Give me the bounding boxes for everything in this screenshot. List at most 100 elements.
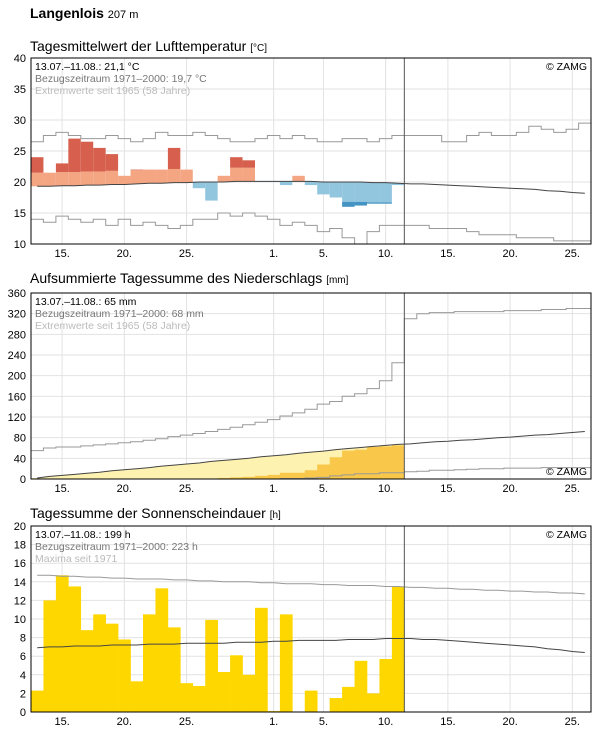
temperature-bar-strong [242,160,255,168]
sunshine-unit: [h] [269,510,281,521]
temperature-bar-light [217,175,231,182]
temperature-bar-light [329,182,343,198]
temperature-bar-strong [130,169,143,171]
x-tick-label: 25. [565,483,580,495]
temperature-bar-light [68,172,81,186]
y-tick-label: 20 [14,177,26,189]
temperature-bar-strong [167,147,181,169]
temperature-bar-strong [367,202,380,204]
x-tick-label: 10. [378,716,393,728]
x-tick-label: 10. [378,483,393,495]
temperature-bar-strong [55,163,69,173]
reference-mean-line [37,180,585,194]
temperature-chart-title: Tagesmittelwert der Lufttemperatur [°C] [30,38,267,54]
y-tick-label: 160 [8,391,26,403]
temperature-bar-light [205,182,218,201]
x-tick-label: 20. [117,248,132,260]
extreme-min-line [31,212,591,244]
temperature-bar-strong [80,141,94,172]
maxima-line [37,574,585,595]
x-tick-label: 10. [378,248,393,260]
x-tick-label: 20. [502,483,517,495]
sunshine-bar [354,660,368,712]
sunshine-bar [367,693,380,712]
temperature-bar-light [342,182,355,202]
x-tick-label: 15. [54,716,69,728]
sunshine-bar [279,614,293,712]
info-line-2: Extremwerte seit 1965 (58 Jahre) [35,85,190,97]
temperature-bar-light [304,181,318,186]
y-tick-label: 18 [14,540,26,552]
y-tick-label: 200 [8,371,26,383]
temperature-bar-light [105,170,119,185]
sunshine-bar [93,614,106,712]
sunshine-bar [31,690,44,712]
plot-frame [30,292,592,480]
x-tick-label: 15. [54,483,69,495]
sunshine-bar [304,690,318,712]
observed-area [31,445,405,479]
reference-cumulative-line [37,431,585,479]
x-tick-label: 20. [502,716,517,728]
x-tick-label: 5. [319,716,328,728]
y-tick-label: 35 [14,84,26,96]
precipitation-title-text: Aufsummierte Tagessumme des Niederschlag… [30,270,323,286]
extreme-min-line [31,467,591,479]
temperature-bar-light [367,182,380,203]
x-tick-label: 25. [179,483,194,495]
x-tick-label: 25. [565,716,580,728]
temperature-bar-light [55,172,69,186]
plot-area [31,122,591,244]
sunshine-bar [80,630,94,712]
sunshine-bar [192,685,206,712]
x-tick-label: 1. [269,716,278,728]
y-tick-label: 16 [14,558,26,570]
y-tick-label: 12 [14,595,26,607]
y-tick-label: 30 [14,115,26,127]
y-tick-label: 10 [14,239,26,251]
sunshine-bar [217,672,231,712]
y-tick-label: 15 [14,208,26,220]
y-tick-label: 360 [8,288,26,300]
info-line-2: Maxima seit 1971 [35,553,117,565]
temperature-title-text: Tagesmittelwert der Lufttemperatur [30,38,247,54]
copyright-label: © ZAMG [546,529,587,541]
temperature-bar-light [167,168,181,183]
sunshine-bar [329,698,343,712]
info-line-0: 13.07.–11.08.: 21,1 °C [35,61,140,73]
sunshine-bar [255,607,268,712]
x-tick-label: 20. [502,248,517,260]
temperature-bar-light [292,175,305,182]
y-tick-label: 40 [14,453,26,465]
x-tick-label: 15. [440,248,455,260]
x-tick-label: 20. [117,483,132,495]
y-tick-label: 6 [20,651,26,663]
temperature-bar-light [242,167,255,182]
temperature-bar-light [143,169,156,184]
sunshine-bar [205,619,218,712]
temperature-bar-light [31,172,44,187]
x-tick-label: 5. [319,248,328,260]
sunshine-bar [118,639,131,712]
temperature-bar-light [192,182,206,189]
temperature-bar-light [230,167,243,182]
info-line-0: 13.07.–11.08.: 199 h [35,529,131,541]
station-name: Langenlois [30,5,104,21]
sunshine-bar [230,655,243,712]
temperature-bar-light [354,182,367,202]
station-elevation: 207 m [107,9,139,21]
info-line-0: 13.07.–11.08.: 65 mm [35,296,137,308]
y-tick-label: 8 [20,633,26,645]
x-tick-label: 1. [269,248,278,260]
sunshine-chart-title: Tagessumme der Sonnenscheindauer [h] [30,505,281,521]
precipitation-chart-title: Aufsummierte Tagessumme des Niederschlag… [30,270,348,286]
y-tick-label: 280 [8,329,26,341]
y-tick-label: 120 [8,412,26,424]
sunshine-bar [342,686,355,712]
temperature-bar-light [80,171,94,186]
sunshine-bar [143,614,156,712]
temperature-bar-light [279,181,293,186]
sunshine-bar [379,658,393,712]
sunshine-bar [242,674,256,712]
sunshine-bar [68,586,82,712]
